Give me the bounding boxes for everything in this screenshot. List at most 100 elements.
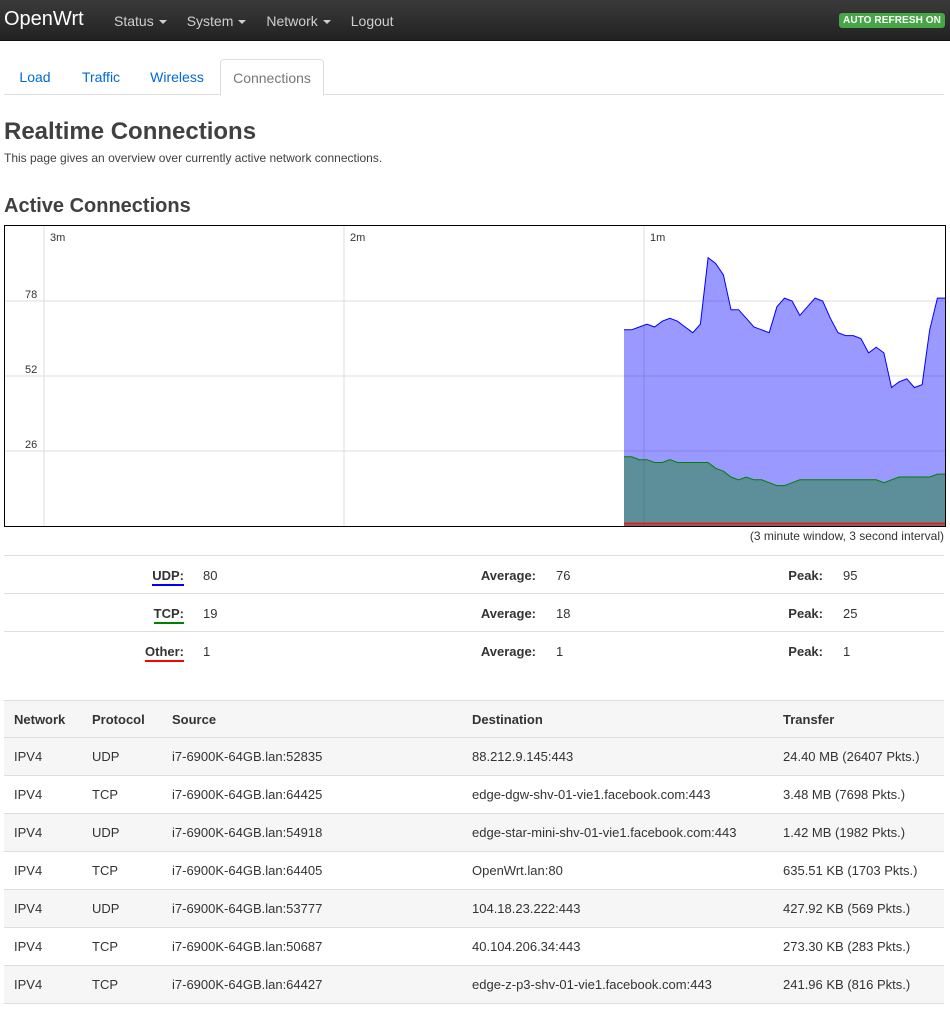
cell-network: IPV4 — [14, 749, 43, 764]
cell-transfer: 635.51 KB (1703 Pkts.) — [783, 863, 918, 878]
series-area-udp — [624, 257, 945, 526]
col-protocol[interactable]: Protocol — [92, 712, 145, 727]
cell-destination: 40.104.206.34:443 — [472, 939, 581, 954]
cell-transfer: 1.42 MB (1982 Pkts.) — [783, 825, 906, 840]
cell-source: i7-6900K-64GB.lan:53777 — [172, 901, 323, 916]
cell-transfer: 24.40 MB (26407 Pkts.) — [783, 749, 920, 764]
page-title: Realtime Connections — [4, 118, 257, 145]
cell-network: IPV4 — [14, 901, 43, 916]
cell-source: i7-6900K-64GB.lan:54918 — [172, 825, 323, 840]
series-area-tcp — [624, 456, 945, 526]
brand-logo[interactable]: OpenWrt — [4, 8, 84, 30]
cell-destination: edge-star-mini-shv-01-vie1.facebook.com:… — [472, 825, 737, 840]
col-transfer[interactable]: Transfer — [783, 712, 835, 727]
cell-source: i7-6900K-64GB.lan:52835 — [172, 749, 323, 764]
cell-protocol: TCP — [92, 939, 118, 954]
tab-load[interactable]: Load — [19, 69, 51, 85]
table-row: IPV4 TCP i7-6900K-64GB.lan:64427 edge-z-p3-… — [4, 966, 944, 1004]
other-peak-label: Peak: — [788, 644, 823, 659]
udp-average-label: Average: — [480, 568, 536, 583]
table-row: IPV4 TCP i7-6900K-64GB.lan:64425 edge-dgw-s… — [4, 776, 944, 814]
udp-average: 76 — [556, 568, 571, 583]
tab-connections[interactable]: Connections — [220, 59, 324, 96]
tcp-peak: 25 — [843, 606, 858, 621]
tcp-average: 18 — [556, 606, 571, 621]
menu-logout[interactable]: Logout — [341, 0, 404, 41]
cell-protocol: TCP — [92, 863, 118, 878]
other-current: 1 — [203, 644, 211, 659]
tcp-peak-label: Peak: — [788, 606, 823, 621]
caret-down-icon — [238, 20, 247, 25]
cell-transfer: 273.30 KB (283 Pkts.) — [783, 939, 911, 954]
udp-current: 80 — [203, 568, 218, 583]
cell-protocol: UDP — [92, 901, 120, 916]
y-tick-label: 52 — [25, 364, 37, 376]
top-navbar: OpenWrt Status System Network Logout AUT… — [0, 0, 950, 41]
connection-stats: UDP: 80 Average: 76 Peak: 95 TCP: 19 Ave… — [4, 555, 944, 669]
stat-row-udp: UDP: 80 Average: 76 Peak: 95 — [4, 555, 944, 593]
tab-wireless[interactable]: Wireless — [150, 69, 204, 85]
cell-source: i7-6900K-64GB.lan:64425 — [172, 787, 323, 802]
menu-status[interactable]: Status — [104, 0, 177, 41]
table-row: IPV4 UDP i7-6900K-64GB.lan:54918 edge-star-… — [4, 814, 944, 852]
tcp-current: 19 — [203, 606, 218, 621]
table-row: IPV4 TCP i7-6900K-64GB.lan:50687 40.104.206… — [4, 928, 944, 966]
cell-network: IPV4 — [14, 863, 43, 878]
section-title: Active Connections — [4, 195, 191, 217]
menu-system-label: System — [186, 13, 234, 29]
x-tick-label: 3m — [50, 232, 65, 244]
cell-transfer: 241.96 KB (816 Pkts.) — [783, 977, 911, 992]
cell-protocol: UDP — [92, 749, 120, 764]
connections-table: Network Protocol Source Destination Tran… — [4, 700, 944, 1004]
cell-protocol: TCP — [92, 977, 118, 992]
cell-destination: edge-z-p3-shv-01-vie1.facebook.com:443 — [472, 977, 712, 992]
table-header-row: Network Protocol Source Destination Tran… — [4, 700, 944, 738]
other-peak: 1 — [843, 644, 851, 659]
cell-protocol: TCP — [92, 787, 118, 802]
other-average-label: Average: — [480, 644, 536, 659]
cell-destination: 88.212.9.145:443 — [472, 749, 574, 764]
caret-down-icon — [322, 20, 331, 25]
x-tick-label: 1m — [650, 232, 665, 244]
cell-transfer: 427.92 KB (569 Pkts.) — [783, 901, 911, 916]
cell-source: i7-6900K-64GB.lan:64427 — [172, 977, 323, 992]
other-label: Other: — [145, 644, 184, 662]
cell-destination: 104.18.23.222:443 — [472, 901, 581, 916]
tab-traffic[interactable]: Traffic — [81, 69, 121, 85]
stat-row-tcp: TCP: 19 Average: 18 Peak: 25 — [4, 593, 944, 631]
connections-graph: 3m 2m 1m 78 52 26 — [4, 225, 946, 527]
udp-peak: 95 — [843, 568, 858, 583]
cell-network: IPV4 — [14, 787, 43, 802]
cell-network: IPV4 — [14, 977, 43, 992]
page-description: This page gives an overview over current… — [4, 151, 383, 165]
menu-logout-label: Logout — [350, 13, 394, 29]
y-tick-label: 78 — [25, 289, 37, 301]
series-area-other — [624, 523, 945, 526]
col-destination[interactable]: Destination — [472, 712, 543, 727]
realtime-tabs: Load Traffic Wireless Connections — [4, 59, 944, 96]
menu-system[interactable]: System — [177, 0, 257, 41]
caret-down-icon — [158, 20, 167, 25]
udp-peak-label: Peak: — [788, 568, 823, 583]
col-source[interactable]: Source — [172, 712, 217, 727]
cell-destination: OpenWrt.lan:80 — [472, 863, 563, 878]
auto-refresh-badge[interactable]: AUTO REFRESH ON — [839, 13, 945, 28]
series-line-tcp — [624, 456, 945, 487]
col-network[interactable]: Network — [14, 712, 66, 727]
cell-protocol: UDP — [92, 825, 120, 840]
tcp-average-label: Average: — [480, 606, 536, 621]
table-row: IPV4 TCP i7-6900K-64GB.lan:64405 OpenWrt.la… — [4, 852, 944, 890]
cell-destination: edge-dgw-shv-01-vie1.facebook.com:443 — [472, 787, 711, 802]
tcp-label: TCP: — [153, 606, 184, 624]
main-menu: Status System Network Logout — [104, 0, 404, 41]
graph-window-caption: (3 minute window, 3 second interval) — [749, 529, 944, 543]
menu-network-label: Network — [266, 13, 318, 29]
cell-transfer: 3.48 MB (7698 Pkts.) — [783, 787, 906, 802]
connections-chart-svg: 3m 2m 1m 78 52 26 — [4, 225, 946, 527]
series-line-udp — [624, 256, 945, 389]
udp-label: UDP: — [152, 568, 184, 586]
cell-source: i7-6900K-64GB.lan:50687 — [172, 939, 323, 954]
menu-network[interactable]: Network — [256, 0, 340, 41]
menu-status-label: Status — [114, 13, 154, 29]
cell-network: IPV4 — [14, 825, 43, 840]
